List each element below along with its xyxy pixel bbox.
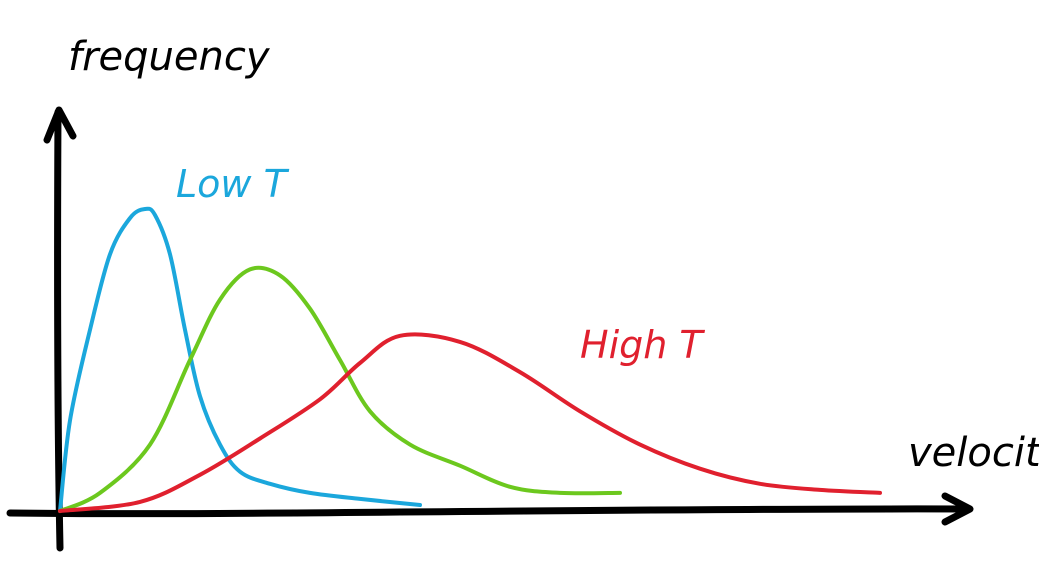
label-layer: frequency velocity Low T High T	[68, 34, 1039, 476]
series-layer	[58, 206, 882, 513]
series-label-high-t: High T	[580, 323, 705, 367]
x-axis-arrowhead	[941, 492, 974, 526]
series-line-low-t	[58, 206, 422, 513]
y-axis-label: frequency	[68, 34, 271, 80]
series-label-low-t: Low T	[176, 162, 290, 206]
axes	[6, 106, 974, 552]
series-line-high-t	[58, 332, 882, 513]
series-line-mid-t	[58, 265, 622, 513]
y-axis-arrowhead	[43, 106, 77, 144]
x-axis-label: velocity	[908, 430, 1039, 476]
x-axis-line	[6, 505, 972, 518]
y-axis-line	[54, 108, 64, 552]
